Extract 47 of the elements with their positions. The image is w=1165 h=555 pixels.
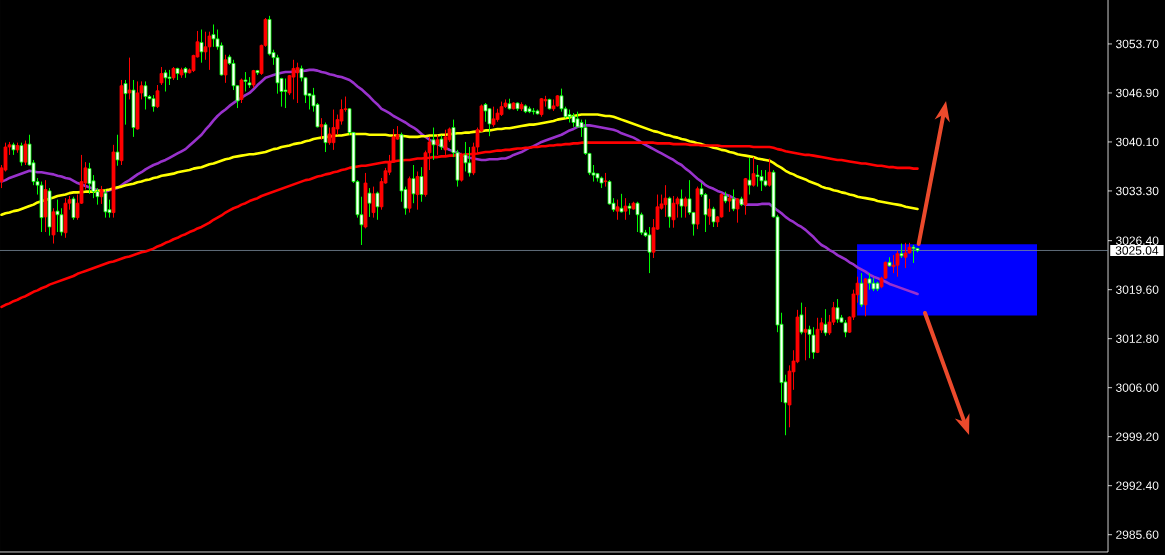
candlestick <box>51 207 56 245</box>
candlestick <box>755 164 760 188</box>
candlestick <box>807 325 812 359</box>
y-tick-label: 3012.80 <box>1116 334 1159 343</box>
candlestick <box>159 66 164 86</box>
candlestick <box>155 84 160 109</box>
candlestick <box>375 191 380 221</box>
candlestick <box>799 302 804 335</box>
y-tick-label: 2985.60 <box>1116 530 1159 539</box>
candlestick <box>415 170 420 211</box>
y-tick-label: 2999.20 <box>1116 432 1159 441</box>
candlestick <box>123 79 128 126</box>
candlestick <box>55 199 60 233</box>
candlestick <box>895 250 900 278</box>
candlestick <box>671 195 676 229</box>
y-tick-label: 2992.40 <box>1116 481 1159 490</box>
y-tick-label: 3046.90 <box>1116 88 1159 98</box>
candlestick <box>199 29 204 64</box>
candlestick <box>239 78 244 104</box>
y-tick-label: 3040.10 <box>1116 137 1159 147</box>
candlestick <box>679 189 684 219</box>
candlestick <box>811 326 816 360</box>
y-tick-label: 3019.60 <box>1116 285 1159 294</box>
candlestick <box>211 23 216 48</box>
candlestick <box>127 57 132 100</box>
candlestick <box>411 164 416 204</box>
candlestick <box>467 146 472 178</box>
candlestick <box>23 140 28 166</box>
candlestick <box>103 189 108 219</box>
candlestick <box>487 107 492 137</box>
candlestick <box>419 166 424 203</box>
y-tick-label: 3033.30 <box>1116 186 1159 196</box>
candlestick <box>283 78 288 109</box>
candlestick <box>803 306 808 361</box>
candlestick <box>859 272 864 308</box>
candlestick <box>319 117 324 141</box>
candlestick <box>619 193 624 214</box>
candlestick <box>115 134 120 167</box>
y-tick-label: 3026.40 <box>1116 236 1159 245</box>
candlestick <box>371 186 376 219</box>
candlestick <box>483 102 488 123</box>
ref-line-label: 3025.04 <box>1115 246 1159 255</box>
y-tick-label: 3006.00 <box>1116 383 1159 392</box>
candlestick <box>87 162 92 195</box>
candlestick <box>683 196 688 219</box>
candlestick <box>207 31 212 71</box>
y-tick-label: 3053.70 <box>1116 39 1159 49</box>
